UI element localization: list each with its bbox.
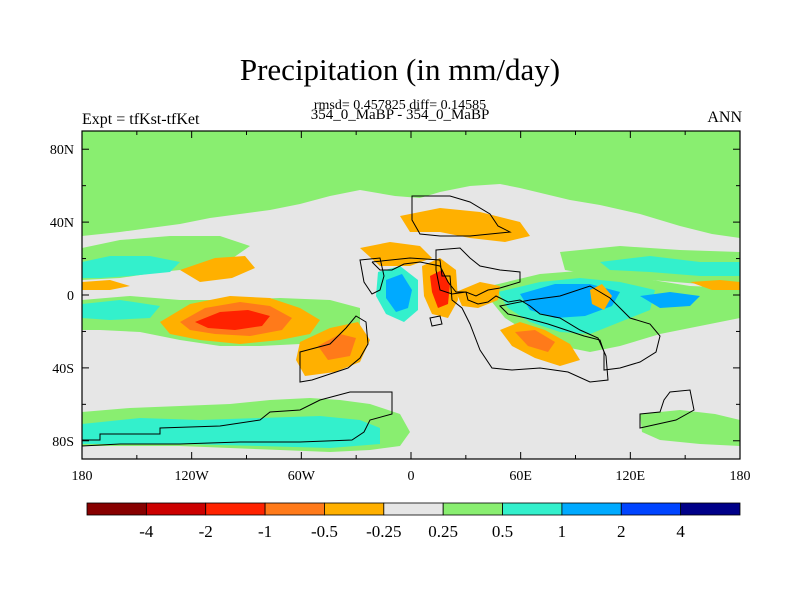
north-green-region (82, 131, 740, 238)
x-tick-label: 120E (616, 469, 646, 484)
outline-small-island (429, 315, 443, 327)
x-tick-label: 180 (730, 469, 751, 484)
colorbar-label: 4 (676, 522, 685, 541)
red-south-pacific (195, 310, 270, 330)
colorbar-swatch (620, 502, 682, 516)
colorbar-swatch (680, 502, 741, 516)
y-axis: 80N 40N 0 40S 80S (50, 143, 740, 450)
orange-east (590, 284, 612, 310)
x-tick-label: 60W (288, 469, 316, 484)
outline-south-america (299, 315, 369, 383)
map-field (82, 131, 740, 459)
colorbar: -4 -2 -1 -0.5 -0.25 0.25 0.5 1 2 4 (86, 502, 741, 541)
colorbar-swatch (145, 502, 207, 516)
colorbar-label: 2 (617, 522, 626, 541)
season-label: ANN (707, 109, 742, 126)
colorbar-label: -2 (199, 522, 213, 541)
x-tick-label: 180 (72, 469, 93, 484)
colorbar-label: 1 (558, 522, 567, 541)
cyan-south (82, 416, 380, 448)
colorbar-label: -1 (258, 522, 272, 541)
darkorange-southern-africa (515, 330, 555, 352)
y-tick-label: 80S (52, 435, 74, 450)
south-green-east (640, 410, 740, 446)
y-tick-label: 40S (52, 362, 74, 377)
continent-outlines (82, 195, 695, 447)
orange-north-band-east (690, 280, 740, 290)
orange-north-band (82, 280, 130, 290)
experiment-subtitle: 354_0_MaBP - 354_0_MaBP (310, 107, 490, 123)
outline-antarctica (82, 391, 393, 447)
colorbar-swatch (442, 502, 503, 516)
y-tick-label: 80N (50, 143, 74, 158)
chart-title: Precipitation (in mm/day) (239, 52, 561, 87)
y-tick-label: 40N (50, 216, 74, 231)
blue-africa (386, 274, 412, 312)
colorbar-label: -0.25 (366, 522, 401, 541)
colorbar-swatch (86, 502, 147, 516)
outline-eurasia-north (411, 195, 512, 237)
colorbar-label: 0.25 (428, 522, 458, 541)
cyan-pacific-tropics (82, 300, 160, 320)
x-tick-label: 60E (509, 469, 532, 484)
outline-africa (371, 257, 609, 383)
outline-small-landmass (359, 257, 385, 295)
experiment-label: Expt = tfKst-tfKet (82, 111, 200, 128)
orange-central-asia (360, 242, 432, 266)
colorbar-swatch (561, 502, 622, 516)
colorbar-label: 0.5 (492, 522, 513, 541)
colorbar-swatch (383, 502, 444, 516)
x-axis: 180 120W 60W 0 60E 120E 180 (72, 131, 751, 484)
colorbar-label: -4 (139, 522, 154, 541)
outline-east-islands (639, 389, 695, 429)
orange-north-pacific (180, 256, 255, 282)
colorbar-swatch (324, 502, 385, 516)
outline-east-landmass (498, 285, 661, 371)
colorbar-swatch (264, 502, 325, 516)
cyan-east-band (600, 256, 740, 276)
red-south-america (318, 334, 356, 360)
blue-east (640, 292, 700, 308)
x-tick-label: 0 (408, 469, 415, 484)
y-tick-label: 0 (67, 289, 74, 304)
colorbar-swatch (205, 502, 266, 516)
cyan-north-pacific (82, 256, 180, 278)
colorbar-label: -0.5 (311, 522, 338, 541)
rmsd-diff-stats: rmsd= 0.457825 diff= 0.14585 (313, 98, 487, 113)
colorbar-swatch (502, 502, 563, 516)
x-tick-label: 120W (175, 469, 210, 484)
outline-central-landmass (435, 247, 521, 297)
